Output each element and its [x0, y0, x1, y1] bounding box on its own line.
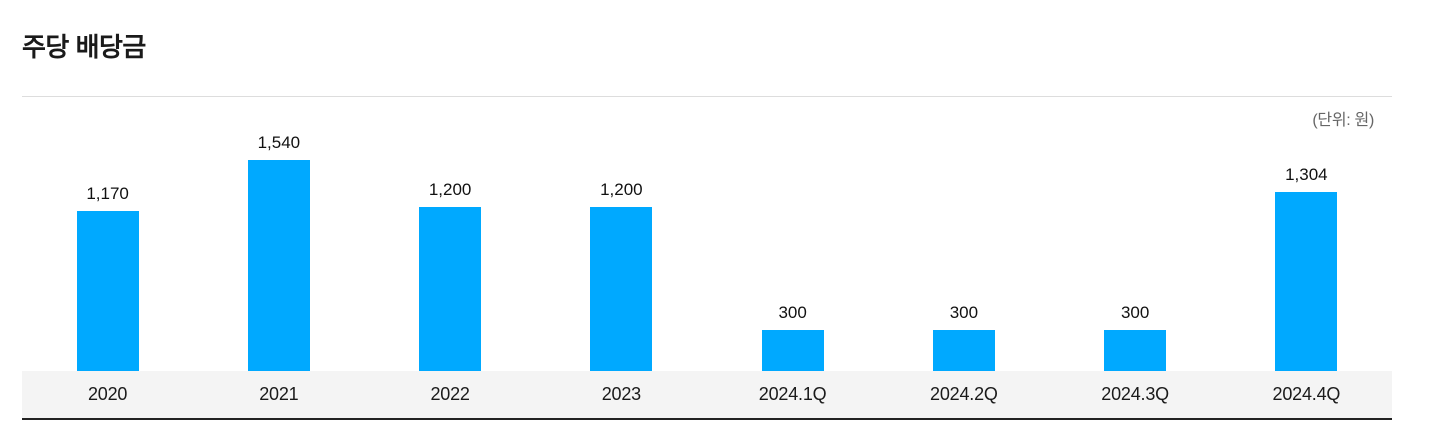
bar-value-label: 1,200 — [600, 180, 643, 199]
x-axis-label-2024.1Q: 2024.1Q — [758, 384, 827, 404]
chart-column-2024.2Q: 300 — [878, 130, 1049, 371]
chart-column-2021: 1,540 — [193, 130, 364, 371]
bar-value-label: 1,540 — [257, 133, 301, 152]
x-axis-label-2024.4Q: 2024.4Q — [1272, 384, 1341, 404]
bar-value-label: 1,170 — [86, 184, 129, 203]
bar-value-label: 300 — [1120, 303, 1150, 322]
bar-2024.1Q[interactable] — [761, 330, 824, 371]
chart-column-2023: 1,200 — [536, 130, 707, 371]
chart-x-axis: 2020 2021 2022 2023 2024.1Q 2024.2Q 2024.3Q 202… — [22, 371, 1392, 420]
bar-value-label: 1,200 — [428, 180, 472, 199]
bar-2024.2Q[interactable] — [932, 330, 995, 371]
x-axis-label-2023: 2023 — [601, 384, 641, 404]
bar-value-label: 1,304 — [1285, 165, 1328, 184]
bar-value-label: 300 — [949, 303, 979, 322]
x-axis-label-2022: 2022 — [430, 384, 470, 404]
bar-2020[interactable] — [76, 211, 139, 371]
chart-column-2024.1Q: 300 — [707, 130, 878, 371]
chart-column-2024.4Q: 1,304 — [1221, 130, 1392, 371]
bar-2021[interactable] — [247, 160, 310, 371]
bar-2024.3Q[interactable] — [1104, 330, 1167, 371]
unit-label: (단위: 원) — [1312, 112, 1374, 129]
chart-column-2020: 1,170 — [22, 130, 193, 371]
title-divider — [22, 96, 1392, 97]
bar-2023[interactable] — [590, 207, 653, 371]
x-axis-label-2024.3Q: 2024.3Q — [1101, 384, 1169, 404]
x-axis-label-2021: 2021 — [259, 384, 299, 404]
dividend-bar-chart: 1,170 1,540 1,200 1,200 300 300 300 1,304 2020 2… — [22, 130, 1392, 420]
x-axis-label-2024.2Q: 2024.2Q — [930, 384, 998, 404]
bar-value-label: 300 — [778, 303, 807, 322]
x-axis-label-2020: 2020 — [88, 384, 128, 404]
page-title: 주당 배당금 — [22, 32, 146, 62]
bar-2024.4Q[interactable] — [1275, 192, 1338, 371]
chart-column-2024.3Q: 300 — [1050, 130, 1221, 371]
bar-2022[interactable] — [419, 207, 482, 371]
chart-plot-area: 1,170 1,540 1,200 1,200 300 300 300 1,304 — [22, 130, 1392, 371]
chart-column-2022: 1,200 — [365, 130, 536, 371]
